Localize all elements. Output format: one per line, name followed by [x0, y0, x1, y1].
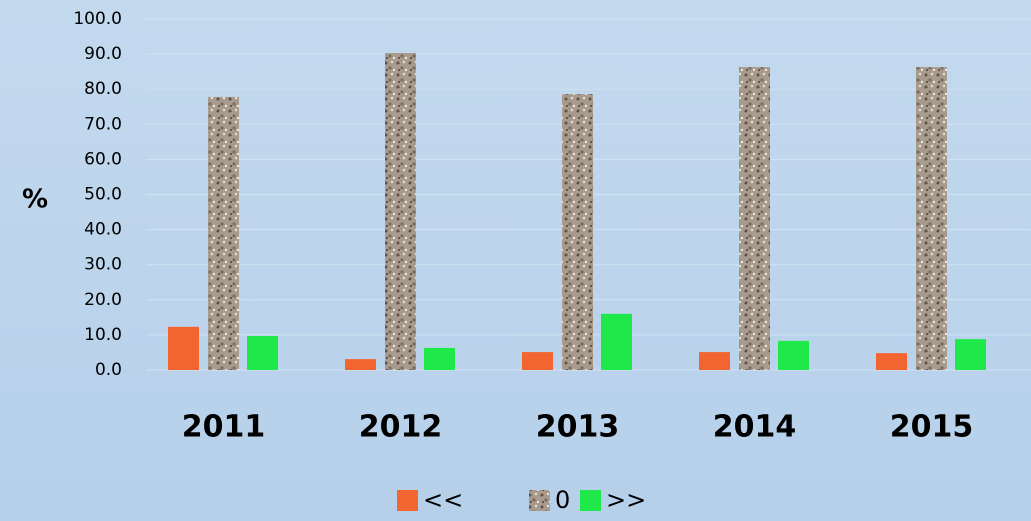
legend-swatch: [397, 490, 418, 511]
y-tick-label: 80.0: [84, 79, 122, 99]
legend-label: 0: [555, 486, 570, 514]
y-tick-label: 70.0: [84, 114, 122, 134]
bar: [916, 67, 947, 370]
y-tick-label: 40.0: [84, 220, 122, 240]
x-tick-label: 2012: [359, 410, 443, 445]
bar: [385, 53, 416, 371]
x-tick-label: 2014: [713, 410, 797, 445]
bar: [424, 347, 455, 370]
bar: [247, 335, 278, 370]
legend-label: <<: [423, 486, 463, 514]
y-tick-label: 90.0: [84, 44, 122, 64]
bar: [601, 313, 632, 370]
x-tick-label: 2011: [182, 410, 266, 445]
y-tick-label: 0.0: [95, 360, 122, 380]
bar: [168, 326, 199, 370]
y-tick-label: 50.0: [84, 185, 122, 205]
bar: [345, 359, 376, 370]
bar: [562, 94, 593, 370]
legend-swatch: [580, 490, 601, 511]
bar: [522, 352, 553, 370]
y-tick-label: 20.0: [84, 290, 122, 310]
bar: [778, 340, 809, 370]
bar: [699, 352, 730, 370]
legend-swatch: [529, 490, 550, 511]
y-tick-label: 30.0: [84, 255, 122, 275]
bar: [955, 339, 986, 370]
y-tick-label: 100.0: [73, 9, 122, 29]
y-tick-label: 10.0: [84, 325, 122, 345]
y-tick-label: 60.0: [84, 149, 122, 169]
x-tick-label: 2015: [890, 410, 974, 445]
bar: [739, 67, 770, 370]
x-tick-label: 2013: [536, 410, 620, 445]
y-axis-label: %: [22, 185, 48, 215]
bar: [876, 353, 907, 370]
legend-label: >>: [606, 486, 646, 514]
bar: [208, 96, 239, 370]
